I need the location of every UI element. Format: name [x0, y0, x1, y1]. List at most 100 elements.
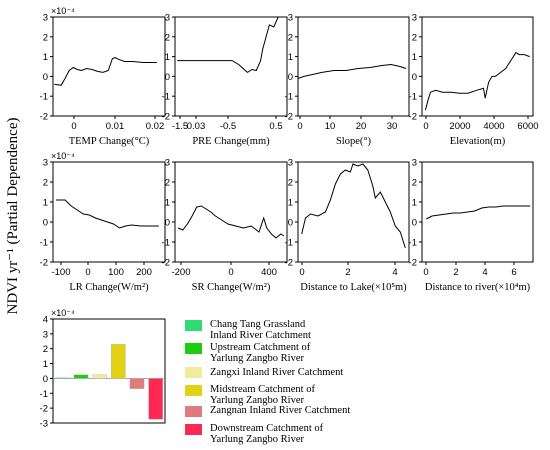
bar-2: [73, 374, 89, 379]
x-tick-label: 0.02: [146, 121, 165, 132]
y-tick-label: 1: [412, 198, 417, 209]
y-tick-label: -1: [162, 92, 170, 103]
x-tick-label: 400: [261, 267, 277, 278]
x-axis-label: Elevation(m): [450, 136, 506, 147]
y-tick-label: 3: [412, 158, 417, 169]
y-tick-label: 3: [412, 13, 417, 24]
x-axis-label: TEMP Change(°C): [69, 136, 150, 147]
y-tick-label: 2: [43, 344, 48, 355]
y-tick-label: 3: [165, 158, 170, 169]
legend-label: Inland River Catchment: [210, 330, 311, 341]
legend: Chang Tang Grassland Inland River Catchm…: [183, 314, 543, 445]
y-tick-label: -2: [40, 404, 48, 415]
x-tick-label: 0: [297, 121, 302, 132]
y-tick-label: 1: [288, 198, 293, 209]
plot-frame: [421, 161, 534, 263]
bar-6: [148, 378, 164, 420]
y-tick-label: 3: [288, 158, 293, 169]
y-tick-label: 0: [43, 72, 48, 83]
x-axis-label: LR Change(W/m²): [69, 282, 149, 293]
y-tick-label: -1: [409, 92, 417, 103]
plot-frame: [297, 16, 410, 117]
y-tick-label: 0: [412, 72, 417, 83]
y-tick-label: 3: [288, 13, 293, 24]
chart-panel-7: 3 2 1 0 -1 -2 0 2 4 Distance to Lake(×10⁵m): [285, 158, 410, 293]
legend-swatch: [185, 385, 202, 396]
y-tick-label: 2: [288, 32, 293, 43]
x-tick-label: 4: [482, 267, 487, 278]
y-tick-label: 1: [165, 52, 170, 63]
legend-swatch: [185, 343, 202, 354]
y-exponent-label: ×10⁻⁴: [51, 308, 75, 318]
y-tick-label: -2: [40, 112, 48, 123]
bar-1: [54, 377, 70, 379]
legend-item-zangxi: Zangxi Inland River Catchment: [183, 365, 543, 395]
chart-panel-2: 3 2 1 0 -1 -2-1.5 -0.5 0.5 PRE Change(mm): [162, 13, 288, 147]
legend-label: Zangxi Inland River Catchment: [210, 367, 344, 378]
legend-item-downstream: Downstream Catchment of Yarlung Zangbo R…: [183, 420, 543, 450]
y-tick-label: 2: [412, 178, 417, 189]
plot-frame: [52, 16, 166, 117]
x-tick-label: 200: [136, 267, 152, 278]
legend-swatch: [185, 406, 202, 417]
y-tick-label: -2: [285, 112, 293, 123]
plot-frame: [421, 16, 534, 117]
y-tick-label: 2: [165, 32, 170, 43]
y-tick-label: 3: [165, 13, 170, 24]
y-tick-label: 4: [43, 315, 48, 326]
y-tick-label: 1: [288, 52, 293, 63]
x-axis-label: Distance to Lake(×10⁵m): [300, 282, 407, 293]
y-tick-label: 3: [43, 329, 48, 340]
x-tick-label: 0: [71, 121, 76, 132]
y-tick-label: 3: [43, 13, 48, 24]
x-tick-label: 0: [228, 267, 233, 278]
legend-label: Midstream Catchment of: [210, 384, 315, 395]
legend-item-zangnan: Zangnan Inland River Catchment: [183, 405, 543, 435]
x-tick-label: 0: [423, 121, 428, 132]
y-tick-label: -2: [162, 258, 170, 269]
plot-frame: [52, 161, 166, 263]
y-tick-label: 1: [43, 198, 48, 209]
legend-label: Zangnan Inland River Catchment: [210, 405, 351, 416]
legend-label: Upstream Catchment of: [210, 342, 311, 353]
x-tick-label: 0.03: [187, 121, 206, 132]
y-exponent-label: ×10⁻⁴: [51, 6, 75, 16]
x-tick-label: -0.5: [220, 121, 236, 132]
bar-3: [92, 374, 108, 379]
y-tick-label: 2: [412, 32, 417, 43]
x-tick-label: 0.5: [269, 121, 282, 132]
chart-panel-8: 3 2 1 0 -1 -2 0 2 4 6 Distance to river(×10⁴m): [409, 158, 534, 293]
y-tick-label: 0: [165, 218, 170, 229]
x-tick-label: 0: [423, 267, 428, 278]
legend-item-upstream: Upstream Catchment of Yarlung Zangbo Riv…: [183, 339, 543, 369]
y-tick-label: 2: [288, 178, 293, 189]
x-tick-label: 6: [511, 267, 516, 278]
plot-frame: [297, 161, 410, 263]
y-tick-label: 2: [43, 32, 48, 43]
y-tick-label: -2: [40, 258, 48, 269]
chart-panel-9: 4 3 2 1 0 -1 -2 -3 ×10⁻⁴: [40, 308, 166, 430]
legend-label: Yarlung Zangbo River: [210, 353, 305, 364]
shared-y-axis-label: NDVI yr⁻¹ (Partial Dependence): [5, 118, 21, 315]
plot-frame: [174, 161, 288, 263]
plot-frame: [52, 318, 166, 424]
x-tick-label: 0: [85, 267, 90, 278]
legend-item-midstream: Midstream Catchment of Yarlung Zangbo Ri…: [183, 380, 543, 410]
y-tick-label: -2: [285, 258, 293, 269]
y-tick-label: 1: [43, 52, 48, 63]
legend-label: Downstream Catchment of: [210, 423, 324, 434]
y-tick-label: -1: [409, 238, 417, 249]
x-tick-label: 2: [453, 267, 458, 278]
y-tick-label: -2: [409, 258, 417, 269]
series-line: [424, 51, 530, 111]
x-axis-label: SR Change(W/m²): [192, 282, 271, 293]
y-tick-label: 2: [43, 178, 48, 189]
x-tick-label: 6000: [517, 121, 538, 132]
x-tick-label: 0.01: [106, 121, 125, 132]
series-line: [298, 63, 407, 79]
x-tick-label: 100: [108, 267, 124, 278]
y-tick-label: 1: [412, 52, 417, 63]
legend-swatch: [185, 424, 202, 435]
chart-panel-5: 3 2 1 0 -1 -2 ×10⁻⁴ -100 0 100 200 LR Change(W/m²): [40, 151, 166, 293]
